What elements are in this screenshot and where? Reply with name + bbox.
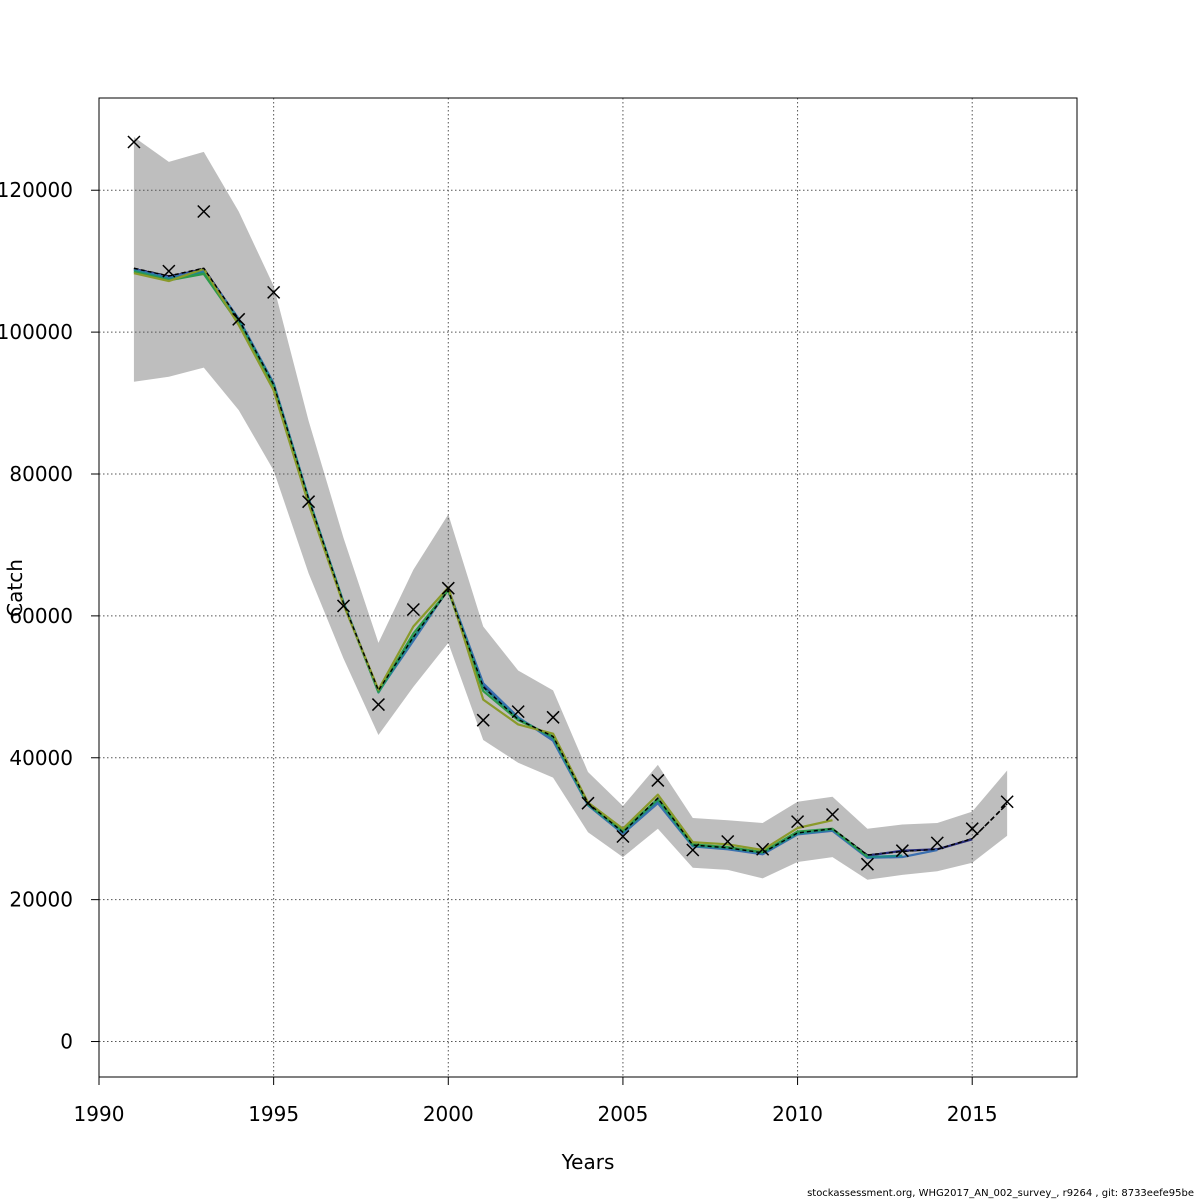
observed-point (371, 698, 385, 712)
x-tick-label: 2000 (423, 1102, 474, 1126)
observed-point (546, 710, 560, 724)
observed-point (476, 713, 490, 727)
observed-point (511, 705, 525, 719)
observed-point (581, 796, 595, 810)
observed-point (791, 815, 805, 829)
observed-point (127, 135, 141, 149)
observed-point (406, 602, 420, 617)
x-tick-label: 2010 (772, 1102, 823, 1126)
observed-point (267, 285, 281, 299)
y-tick-label: 80000 (9, 462, 73, 486)
observed-point (756, 842, 770, 856)
confidence-band-layer (133, 137, 1008, 880)
observed-point (232, 312, 246, 326)
y-axis-title: Catch (3, 559, 27, 617)
y-tick-label: 0 (60, 1030, 73, 1054)
observed-point (302, 495, 316, 509)
observed-point (721, 834, 735, 849)
observed-point (616, 829, 630, 844)
observed-point (162, 264, 176, 278)
y-tick-label: 40000 (9, 746, 73, 770)
footer-credit: stockassessment.org, WHG2017_AN_002_surv… (807, 1188, 1194, 1199)
observed-point (860, 857, 874, 871)
y-tick-label: 60000 (9, 604, 73, 628)
observed-points-layer (127, 135, 1014, 871)
observed-point (895, 844, 909, 858)
series-line-1-overlay (133, 267, 1008, 856)
y-tick-label: 100000 (0, 320, 73, 344)
x-axis-title: Years (561, 1150, 615, 1174)
observed-point (651, 773, 665, 787)
x-tick-label: 2005 (597, 1102, 648, 1126)
series-layer (133, 267, 1008, 859)
y-tick-label: 120000 (0, 178, 73, 202)
series-line-6 (133, 267, 833, 852)
observed-point (1000, 795, 1014, 809)
x-tick-label: 1995 (248, 1102, 299, 1126)
observed-point (441, 581, 455, 595)
x-tick-label: 2015 (947, 1102, 998, 1126)
observed-point (825, 807, 840, 822)
plot-frame (98, 97, 1078, 1078)
x-tick-label: 1990 (74, 1102, 125, 1126)
y-tick-label: 20000 (9, 888, 73, 912)
observed-point (197, 204, 211, 219)
axes-layer: 1990 1995 2000 2005 2010 2015 0 20000 40000 60000… (0, 178, 998, 1126)
confidence-band (133, 137, 1008, 880)
observed-point (686, 843, 700, 857)
observed-point (965, 822, 979, 836)
observed-point (336, 599, 351, 613)
observed-point (930, 836, 944, 850)
